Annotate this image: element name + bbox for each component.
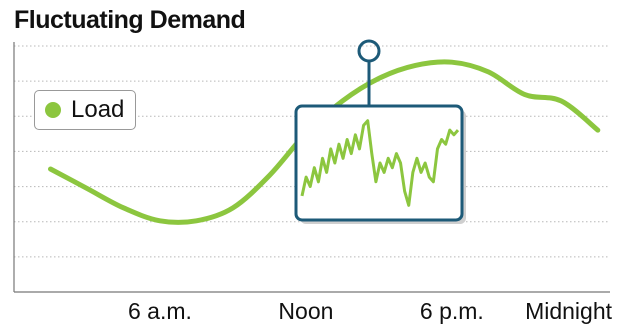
magnifier-circle	[357, 39, 381, 63]
x-tick-label: Midnight	[525, 298, 613, 324]
x-tick-label: 6 a.m.	[128, 298, 192, 324]
x-tick-label: Noon	[278, 298, 333, 324]
chart-title: Fluctuating Demand	[14, 6, 246, 34]
chart-legend: Load	[34, 90, 136, 130]
x-tick-label: 6 p.m.	[420, 298, 484, 324]
legend-swatch-load	[45, 102, 61, 118]
legend-label-load: Load	[71, 96, 125, 123]
inset-detail-line	[300, 119, 460, 207]
